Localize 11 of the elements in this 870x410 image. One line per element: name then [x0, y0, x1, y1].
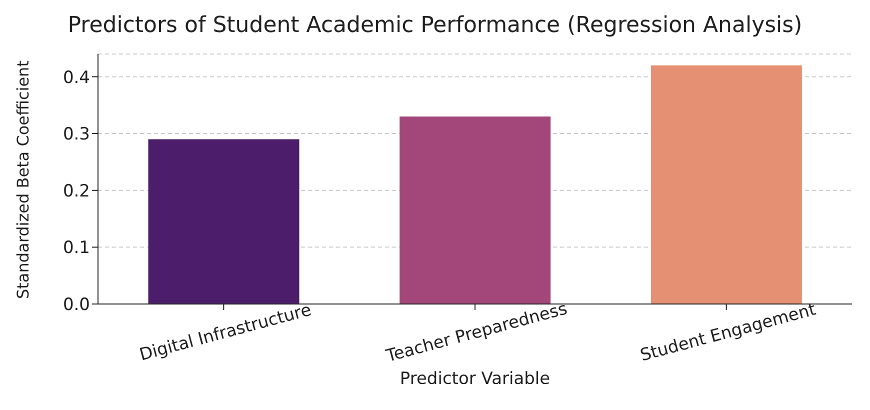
y-axis-title: Standardized Beta Coefficient	[14, 60, 33, 299]
bar	[650, 65, 802, 304]
y-tick-label: 0.2	[62, 181, 90, 202]
y-tick-label: 0.1	[62, 238, 90, 258]
bar	[400, 116, 551, 304]
x-axis-title: Predictor Variable	[400, 369, 550, 389]
y-tick-label: 0.4	[62, 68, 90, 88]
y-tick-label: 0.3	[62, 124, 90, 145]
chart-title: Predictors of Student Academic Performance (Regression Analysis)	[66, 12, 804, 40]
bar	[148, 139, 300, 304]
y-tick-label: 0.0	[62, 295, 90, 316]
